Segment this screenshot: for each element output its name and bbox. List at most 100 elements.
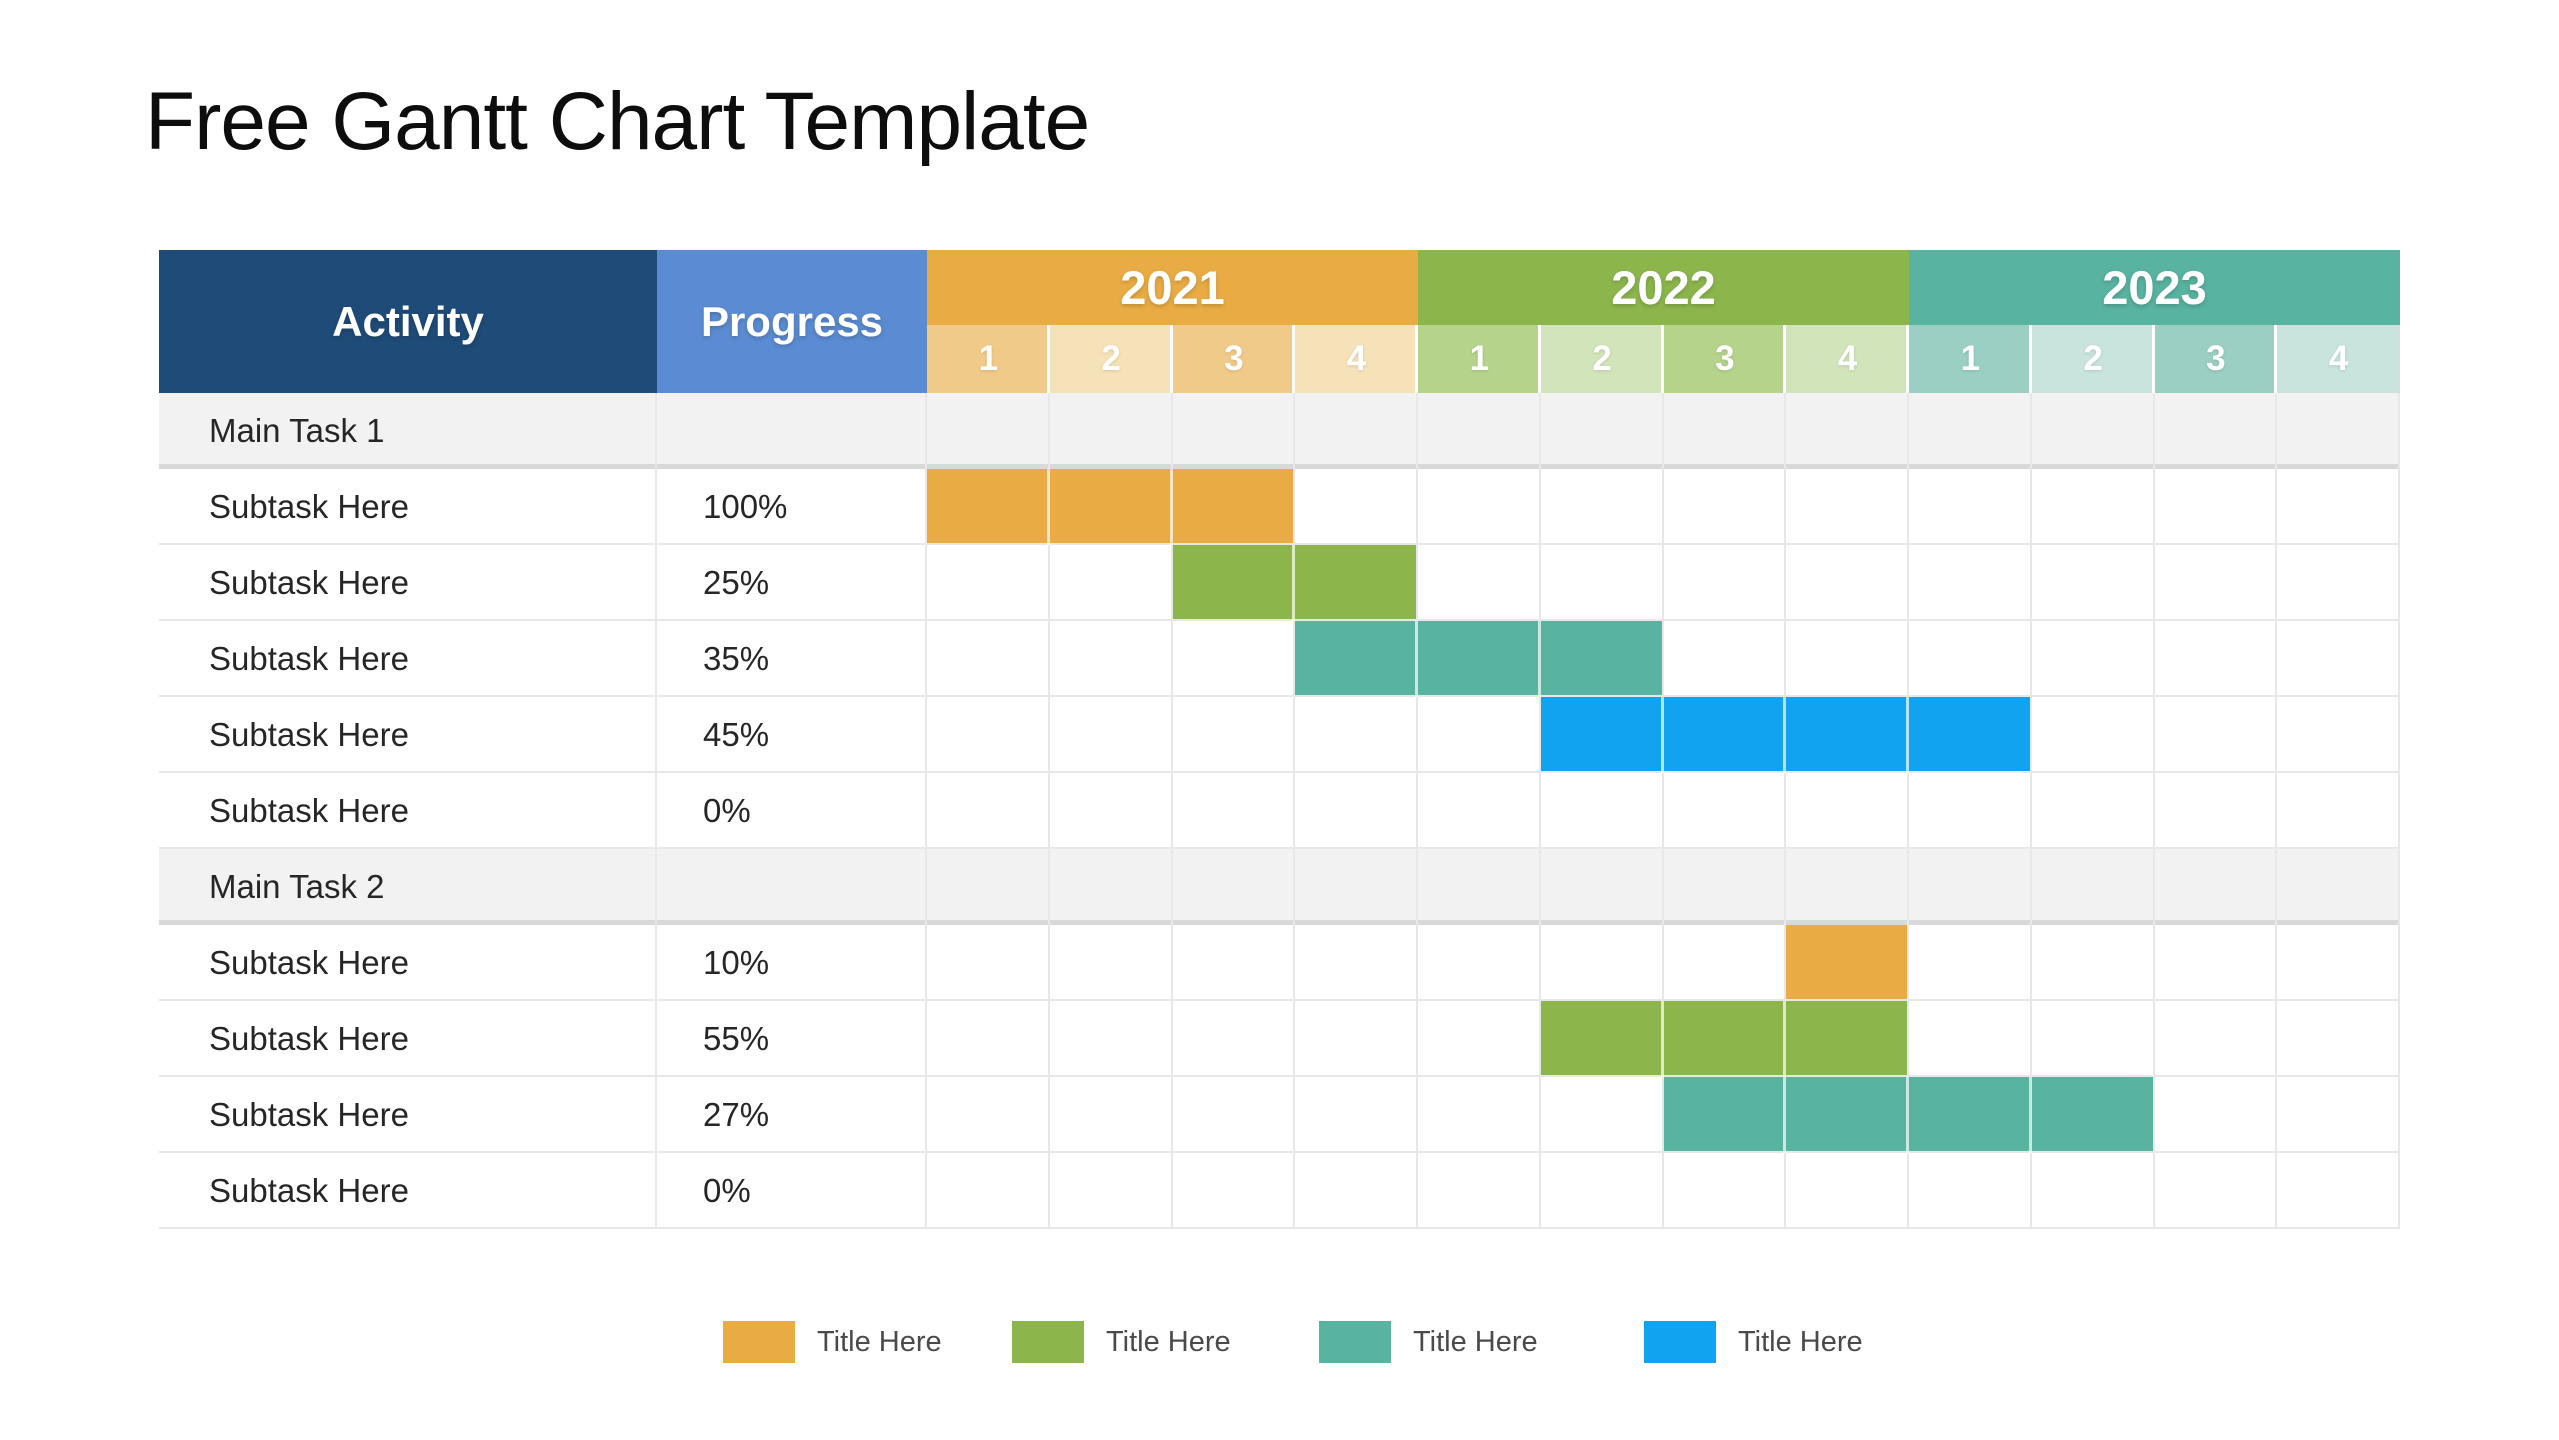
quarter-header: 2: [2031, 325, 2155, 393]
legend-swatch-blue: [1644, 1321, 1716, 1363]
gantt-cell: [1418, 469, 1541, 545]
gantt-cell: [1049, 621, 1173, 697]
gantt-bar-cell: [1295, 545, 1418, 621]
gantt-cell: [2154, 469, 2278, 545]
gantt-cell: [1663, 1153, 1787, 1229]
gantt-cell: [2154, 621, 2278, 697]
gantt-cell: [1049, 1001, 1173, 1077]
gantt-cell: [1172, 621, 1296, 697]
quarter-header: 2: [1540, 325, 1664, 393]
gantt-cell: [1540, 773, 1664, 849]
gantt-cell: [1172, 773, 1296, 849]
gantt-bar-cell: [927, 469, 1050, 545]
legend-label: Title Here: [1738, 1325, 1863, 1358]
gantt-cell: [2031, 469, 2155, 545]
gantt-table: Activity Progress 2021 1 2 3 4 2022 1 2 3 4 2023 1 2 3 4…: [159, 250, 2400, 1229]
task-row-label: Subtask Here: [159, 1077, 657, 1153]
gantt-cell: [1663, 545, 1787, 621]
gantt-cell: [1540, 1077, 1664, 1153]
gantt-cell: [1295, 1077, 1418, 1153]
legend-item: Title Here: [1319, 1320, 1538, 1364]
progress-value: [657, 849, 927, 925]
gantt-cell: [2031, 1001, 2155, 1077]
gantt-cell: [1418, 393, 1541, 469]
gantt-cell: [2277, 925, 2400, 1001]
quarter-header: 1: [1418, 325, 1541, 393]
gantt-cell: [1172, 849, 1296, 925]
gantt-cell: [1049, 925, 1173, 1001]
gantt-cell: [1663, 393, 1787, 469]
gantt-cell: [1418, 1077, 1541, 1153]
gantt-cell: [2154, 1153, 2278, 1229]
gantt-bar-cell: [1663, 1001, 1787, 1077]
gantt-cell: [927, 393, 1050, 469]
gantt-cell: [1663, 469, 1787, 545]
gantt-cell: [1172, 1001, 1296, 1077]
quarter-header: 4: [1786, 325, 1909, 393]
progress-value: [657, 393, 927, 469]
gantt-cell: [927, 773, 1050, 849]
gantt-cell: [927, 1077, 1050, 1153]
task-row-label: Subtask Here: [159, 1153, 657, 1229]
gantt-cell: [1786, 393, 1909, 469]
legend-item: Title Here: [1644, 1320, 1863, 1364]
gantt-cell: [1172, 925, 1296, 1001]
section-row-label: Main Task 2: [159, 849, 657, 925]
gantt-bar-cell: [1663, 1077, 1787, 1153]
gantt-cell: [2277, 1077, 2400, 1153]
gantt-cell: [2154, 773, 2278, 849]
progress-value: 0%: [657, 773, 927, 849]
legend-swatch-green: [1012, 1321, 1084, 1363]
gantt-cell: [2031, 849, 2155, 925]
gantt-cell: [2031, 545, 2155, 621]
gantt-cell: [1418, 925, 1541, 1001]
gantt-cell: [1663, 849, 1787, 925]
gantt-bar-cell: [1786, 1001, 1909, 1077]
gantt-cell: [1295, 849, 1418, 925]
gantt-cell: [1049, 773, 1173, 849]
quarter-header: 3: [2154, 325, 2278, 393]
gantt-cell: [1663, 621, 1787, 697]
progress-value: 27%: [657, 1077, 927, 1153]
gantt-cell: [1172, 1153, 1296, 1229]
gantt-bar-cell: [1663, 697, 1787, 773]
progress-value: 0%: [657, 1153, 927, 1229]
gantt-cell: [2031, 773, 2155, 849]
gantt-cell: [1418, 545, 1541, 621]
progress-value: 35%: [657, 621, 927, 697]
gantt-cell: [1786, 773, 1909, 849]
gantt-cell: [1049, 697, 1173, 773]
activity-column-header: Activity: [159, 250, 657, 393]
quarter-header: 2: [1049, 325, 1173, 393]
gantt-cell: [927, 849, 1050, 925]
gantt-cell: [2154, 697, 2278, 773]
gantt-cell: [1540, 469, 1664, 545]
gantt-bar-cell: [1786, 1077, 1909, 1153]
section-row-label: Main Task 1: [159, 393, 657, 469]
gantt-cell: [1049, 1077, 1173, 1153]
progress-value: 10%: [657, 925, 927, 1001]
gantt-cell: [1049, 1153, 1173, 1229]
gantt-cell: [1909, 925, 2032, 1001]
progress-value: 100%: [657, 469, 927, 545]
gantt-cell: [2277, 469, 2400, 545]
gantt-cell: [1786, 1153, 1909, 1229]
gantt-cell: [2277, 697, 2400, 773]
gantt-bar-cell: [1540, 621, 1664, 697]
legend-label: Title Here: [817, 1325, 942, 1358]
gantt-bar-cell: [1786, 697, 1909, 773]
gantt-cell: [1540, 925, 1664, 1001]
gantt-cell: [1540, 1153, 1664, 1229]
task-row-label: Subtask Here: [159, 469, 657, 545]
gantt-cell: [1786, 545, 1909, 621]
gantt-cell: [1295, 1153, 1418, 1229]
gantt-cell: [2031, 925, 2155, 1001]
gantt-cell: [1295, 469, 1418, 545]
gantt-cell: [927, 697, 1050, 773]
gantt-cell: [1418, 1001, 1541, 1077]
gantt-cell: [2031, 393, 2155, 469]
gantt-cell: [1663, 925, 1787, 1001]
gantt-cell: [1295, 773, 1418, 849]
progress-value: 25%: [657, 545, 927, 621]
gantt-cell: [2154, 849, 2278, 925]
